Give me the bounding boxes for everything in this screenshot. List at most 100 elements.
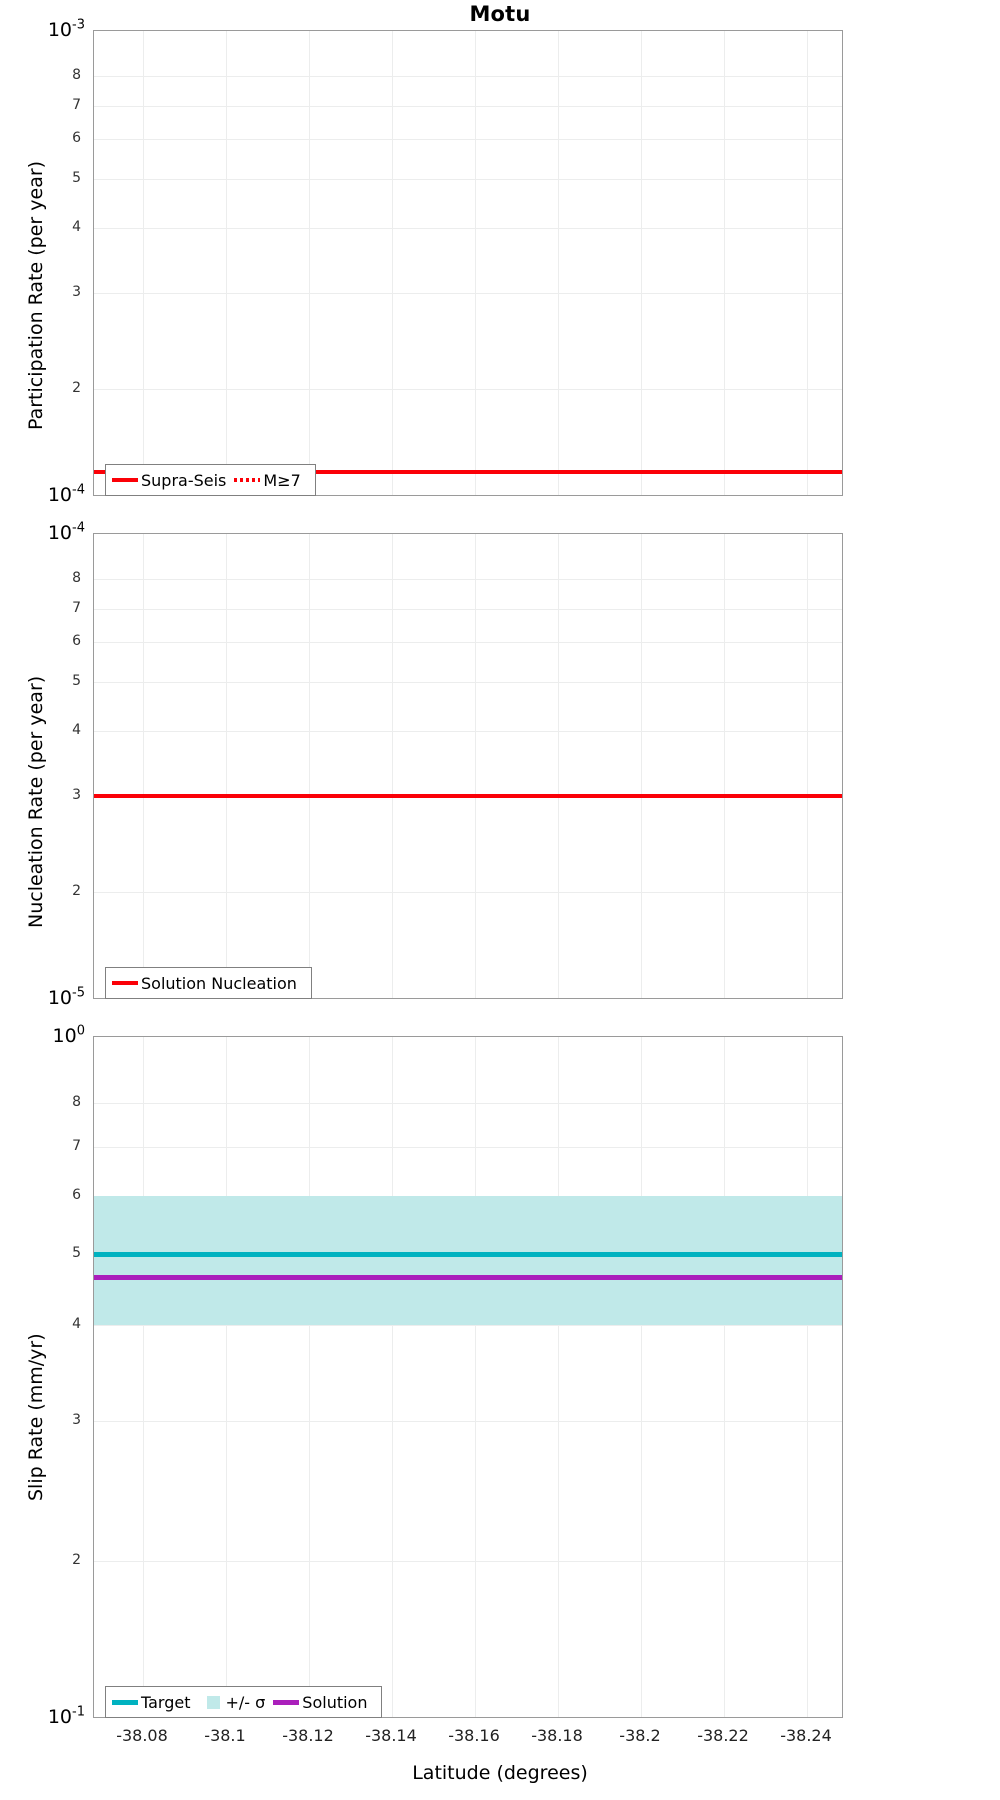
legend-label: Supra-Seis [141,470,227,490]
ytick-label-bottom: 10-1 [47,1704,85,1728]
gridline-horizontal [94,389,842,390]
ytick-label: 2 [72,883,81,899]
gridline-horizontal [94,228,842,229]
gridline-vertical [392,1037,393,1717]
band-patch-icon [206,1695,220,1709]
legend-nucleation[interactable]: Solution Nucleation [105,967,312,999]
xtick-label: -38.08 [116,1726,168,1745]
ytick-label: 8 [72,67,81,83]
plot-area-slip-rate [93,1036,843,1718]
ytick-label: 3 [72,284,81,300]
xtick-label: -38.2 [619,1726,661,1745]
gridline-horizontal [94,293,842,294]
gridline-vertical [226,31,227,495]
yaxis-label-nucleation: Nucleation Rate (per year) [25,675,47,928]
gridline-vertical [309,1037,310,1717]
gridline-vertical [475,1037,476,1717]
legend-slip-rate[interactable]: Target +/- σ Solution [105,1686,383,1718]
gridline-vertical [392,31,393,495]
gridline-vertical [807,534,808,998]
gridline-vertical [226,1037,227,1717]
gridline-vertical [143,31,144,495]
gridline-vertical [392,534,393,998]
ytick-label: 3 [72,1412,81,1428]
ytick-label-top: 100 [52,1023,85,1047]
legend-item-m-ge-7[interactable]: M≥7 [234,471,308,490]
ytick-label: 7 [72,600,81,616]
ytick-label-bottom: 10-4 [47,482,85,506]
plot-area-nucleation [93,533,843,999]
xtick-label: -38.1 [204,1726,246,1745]
gridline-vertical [724,31,725,495]
ytick-label: 5 [72,170,81,186]
ytick-label-top: 10-4 [47,520,85,544]
legend-participation[interactable]: Supra-Seis M≥7 [105,464,316,496]
gridline-vertical [724,534,725,998]
gridline-vertical [807,1037,808,1717]
legend-item-solution[interactable]: Solution [273,1693,375,1712]
ytick-label: 3 [72,787,81,803]
legend-label: Solution [302,1692,368,1712]
gridline-vertical [807,31,808,495]
line-swatch-icon [273,1699,300,1705]
legend-item-solution-nucleation[interactable]: Solution Nucleation [112,974,305,993]
legend-item-supra-seis[interactable]: Supra-Seis [112,471,234,490]
line-swatch-icon [112,478,138,482]
xtick-label: -38.18 [531,1726,583,1745]
series-sigma-band [94,1196,842,1325]
gridline-vertical [641,534,642,998]
gridline-vertical [641,1037,642,1717]
panel-participation-rate: 10-3 8 7 6 5 4 3 2 10-4 Participation Ra… [25,19,843,505]
ytick-label: 7 [72,1138,81,1154]
ytick-label: 5 [72,673,81,689]
series-m-ge-7-line [94,470,842,474]
ytick-label: 4 [72,219,81,235]
gridline-horizontal [94,1103,842,1104]
panel-slip-rate: 100 8 7 6 5 4 3 2 10-1 Slip Rate (mm/yr)… [25,1025,843,1745]
ytick-label-top: 10-3 [47,17,85,41]
gridline-horizontal [94,76,842,77]
ytick-label: 4 [72,1316,81,1332]
gridline-vertical [143,534,144,998]
ytick-label: 4 [72,722,81,738]
xtick-label: -38.22 [697,1726,749,1745]
gridline-horizontal [94,139,842,140]
ytick-label: 8 [72,1094,81,1110]
legend-label: +/- σ [225,1692,266,1712]
legend-item-target[interactable]: Target [112,1693,199,1712]
gridline-vertical [641,31,642,495]
xtick-label: -38.24 [780,1726,832,1745]
gridline-horizontal [94,642,842,643]
ytick-label: 7 [72,97,81,113]
gridline-horizontal [94,609,842,610]
gridline-vertical [558,1037,559,1717]
gridline-horizontal [94,1147,842,1148]
gridline-horizontal [94,579,842,580]
gridline-vertical [226,534,227,998]
gridline-vertical [475,534,476,998]
gridline-horizontal [94,892,842,893]
ytick-label: 6 [72,130,81,146]
figure-title: Motu [469,2,531,26]
xtick-label: -38.12 [282,1726,334,1745]
gridline-horizontal [94,1325,842,1326]
gridline-horizontal [94,1421,842,1422]
gridline-horizontal [94,179,842,180]
gridline-horizontal [94,682,842,683]
legend-label: Solution Nucleation [141,973,297,993]
ytick-label: 8 [72,570,81,586]
ytick-label: 6 [72,633,81,649]
line-swatch-icon [112,981,138,985]
series-solution-nucleation-line [94,794,842,798]
gridline-vertical [475,31,476,495]
line-swatch-icon [112,1699,138,1705]
plot-area-participation [93,30,843,496]
dotted-line-swatch-icon [234,478,261,482]
ytick-label: 6 [72,1187,81,1203]
gridline-vertical [558,31,559,495]
gridline-horizontal [94,1561,842,1562]
xaxis-label: Latitude (degrees) [412,1762,588,1784]
ytick-label: 5 [72,1245,81,1261]
legend-item-sigma-band[interactable]: +/- σ [199,1693,274,1712]
